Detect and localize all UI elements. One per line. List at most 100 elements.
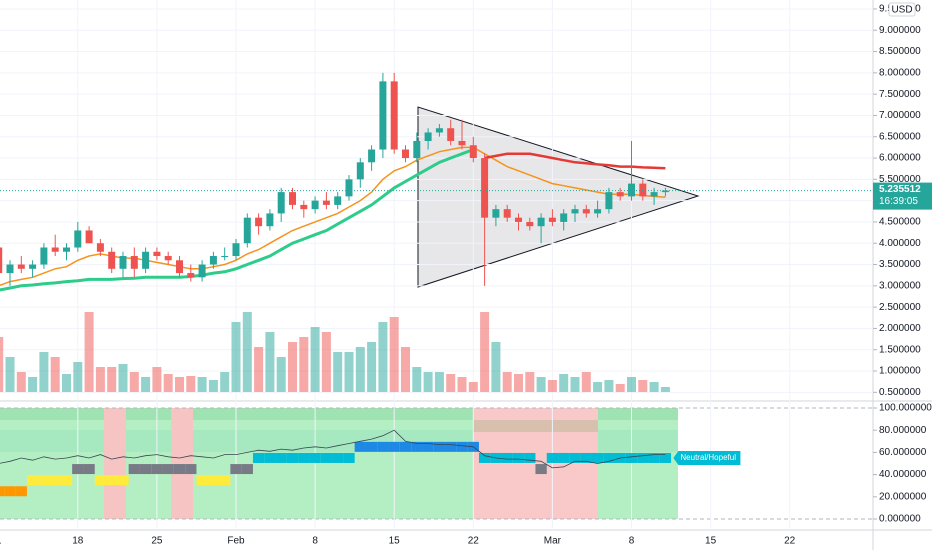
volume-bar [525, 372, 535, 392]
volume-bar [344, 352, 354, 392]
candle-body [266, 213, 274, 227]
state-step [173, 464, 186, 475]
x-tick-label: 22 [468, 536, 480, 547]
y-tick-label: 60.000000 [879, 447, 927, 458]
candle-body [537, 217, 545, 227]
volume-bar [559, 374, 569, 392]
countdown: 16:39:05 [879, 196, 918, 207]
x-tick-label: Feb [227, 536, 245, 547]
candle-body [469, 145, 477, 159]
candle-body [582, 209, 590, 214]
state-step [139, 464, 152, 475]
volume-bar [412, 367, 422, 392]
y-tick-label: 1.500000 [879, 344, 921, 355]
state-step [298, 452, 310, 463]
candle-body [481, 158, 489, 218]
state-step [162, 464, 174, 475]
candle-body [548, 217, 556, 222]
state-step [535, 464, 547, 475]
indicator-line [0, 429, 666, 469]
state-step [196, 475, 208, 486]
currency-badge [888, 2, 916, 17]
state-step [546, 452, 559, 463]
volume-bar [95, 367, 105, 392]
volume-bar [514, 374, 523, 392]
y-tick-label: 9.000000 [879, 25, 921, 36]
state-step [49, 475, 61, 486]
state-step [0, 486, 5, 497]
state-step [332, 452, 344, 463]
volume-bar [62, 374, 71, 392]
volume-bar [480, 312, 490, 392]
state-step [388, 441, 400, 452]
volume-bar [141, 377, 151, 392]
x-tick-label: 8 [312, 536, 318, 547]
y-tick-label: 0.000000 [879, 514, 921, 525]
candle-body [413, 141, 421, 159]
state-step [72, 464, 84, 475]
candle-body [379, 81, 387, 150]
volume-bar [118, 364, 128, 392]
volume-bar [197, 377, 207, 392]
volume-bar [28, 377, 38, 392]
volume-bar [0, 337, 4, 392]
candle-body [40, 247, 48, 265]
volume-bar [310, 327, 320, 392]
volume-bar [16, 372, 26, 392]
candle-body [142, 251, 150, 269]
candle-body [560, 213, 568, 222]
state-step [60, 475, 73, 486]
status-label: Neutral/Hopeful [680, 453, 736, 462]
volume-bar [389, 317, 399, 392]
y-tick-label: 4.000000 [879, 238, 921, 249]
candle-body [221, 256, 229, 258]
x-tick-label: 15 [389, 536, 401, 547]
candle-body [300, 204, 308, 210]
volume-bar [152, 367, 162, 392]
y-tick-label: 8.500000 [879, 46, 921, 57]
y-tick-label: 4.500000 [879, 217, 921, 228]
x-tick-label: 25 [151, 536, 163, 547]
volume-bar [660, 387, 670, 392]
volume-bar [220, 372, 230, 392]
volume-bar [581, 372, 591, 392]
volume-bar [5, 357, 15, 392]
y-tick-label: 40.000000 [879, 469, 927, 480]
status-badge [673, 450, 741, 465]
state-step [219, 475, 231, 486]
candle-body [492, 209, 500, 218]
state-step [558, 452, 570, 463]
x-tick-label: 22 [784, 536, 796, 547]
candle-body [628, 183, 635, 197]
state-step [26, 475, 39, 486]
volume-bar [39, 352, 49, 392]
volume-bar [186, 376, 196, 392]
volume-bar [107, 367, 117, 392]
y-tick-label: 6.000000 [879, 153, 921, 164]
volume-bar [129, 372, 139, 392]
state-step [343, 452, 355, 463]
y-tick-label: 100.000000 [879, 403, 932, 414]
volume-bar [604, 380, 614, 392]
candle-body [334, 196, 342, 205]
moving-average [0, 148, 474, 292]
state-step [603, 452, 615, 463]
candle-body [153, 251, 161, 257]
state-step [241, 464, 253, 475]
candle-body [356, 162, 364, 180]
candle-body [164, 256, 172, 261]
candle-body [198, 264, 206, 278]
x-tick-label: Mar [544, 536, 562, 547]
y-tick-label: 5.500000 [879, 174, 921, 185]
zone [473, 420, 598, 432]
candle-body [594, 209, 602, 214]
state-step [501, 452, 513, 463]
candle-body [85, 230, 93, 244]
state-step [433, 441, 446, 452]
state-step [309, 452, 321, 463]
volume-bar [570, 377, 580, 392]
state-step [648, 452, 660, 463]
y-tick-label: 2.500000 [879, 302, 921, 313]
volume-bar [491, 342, 501, 392]
